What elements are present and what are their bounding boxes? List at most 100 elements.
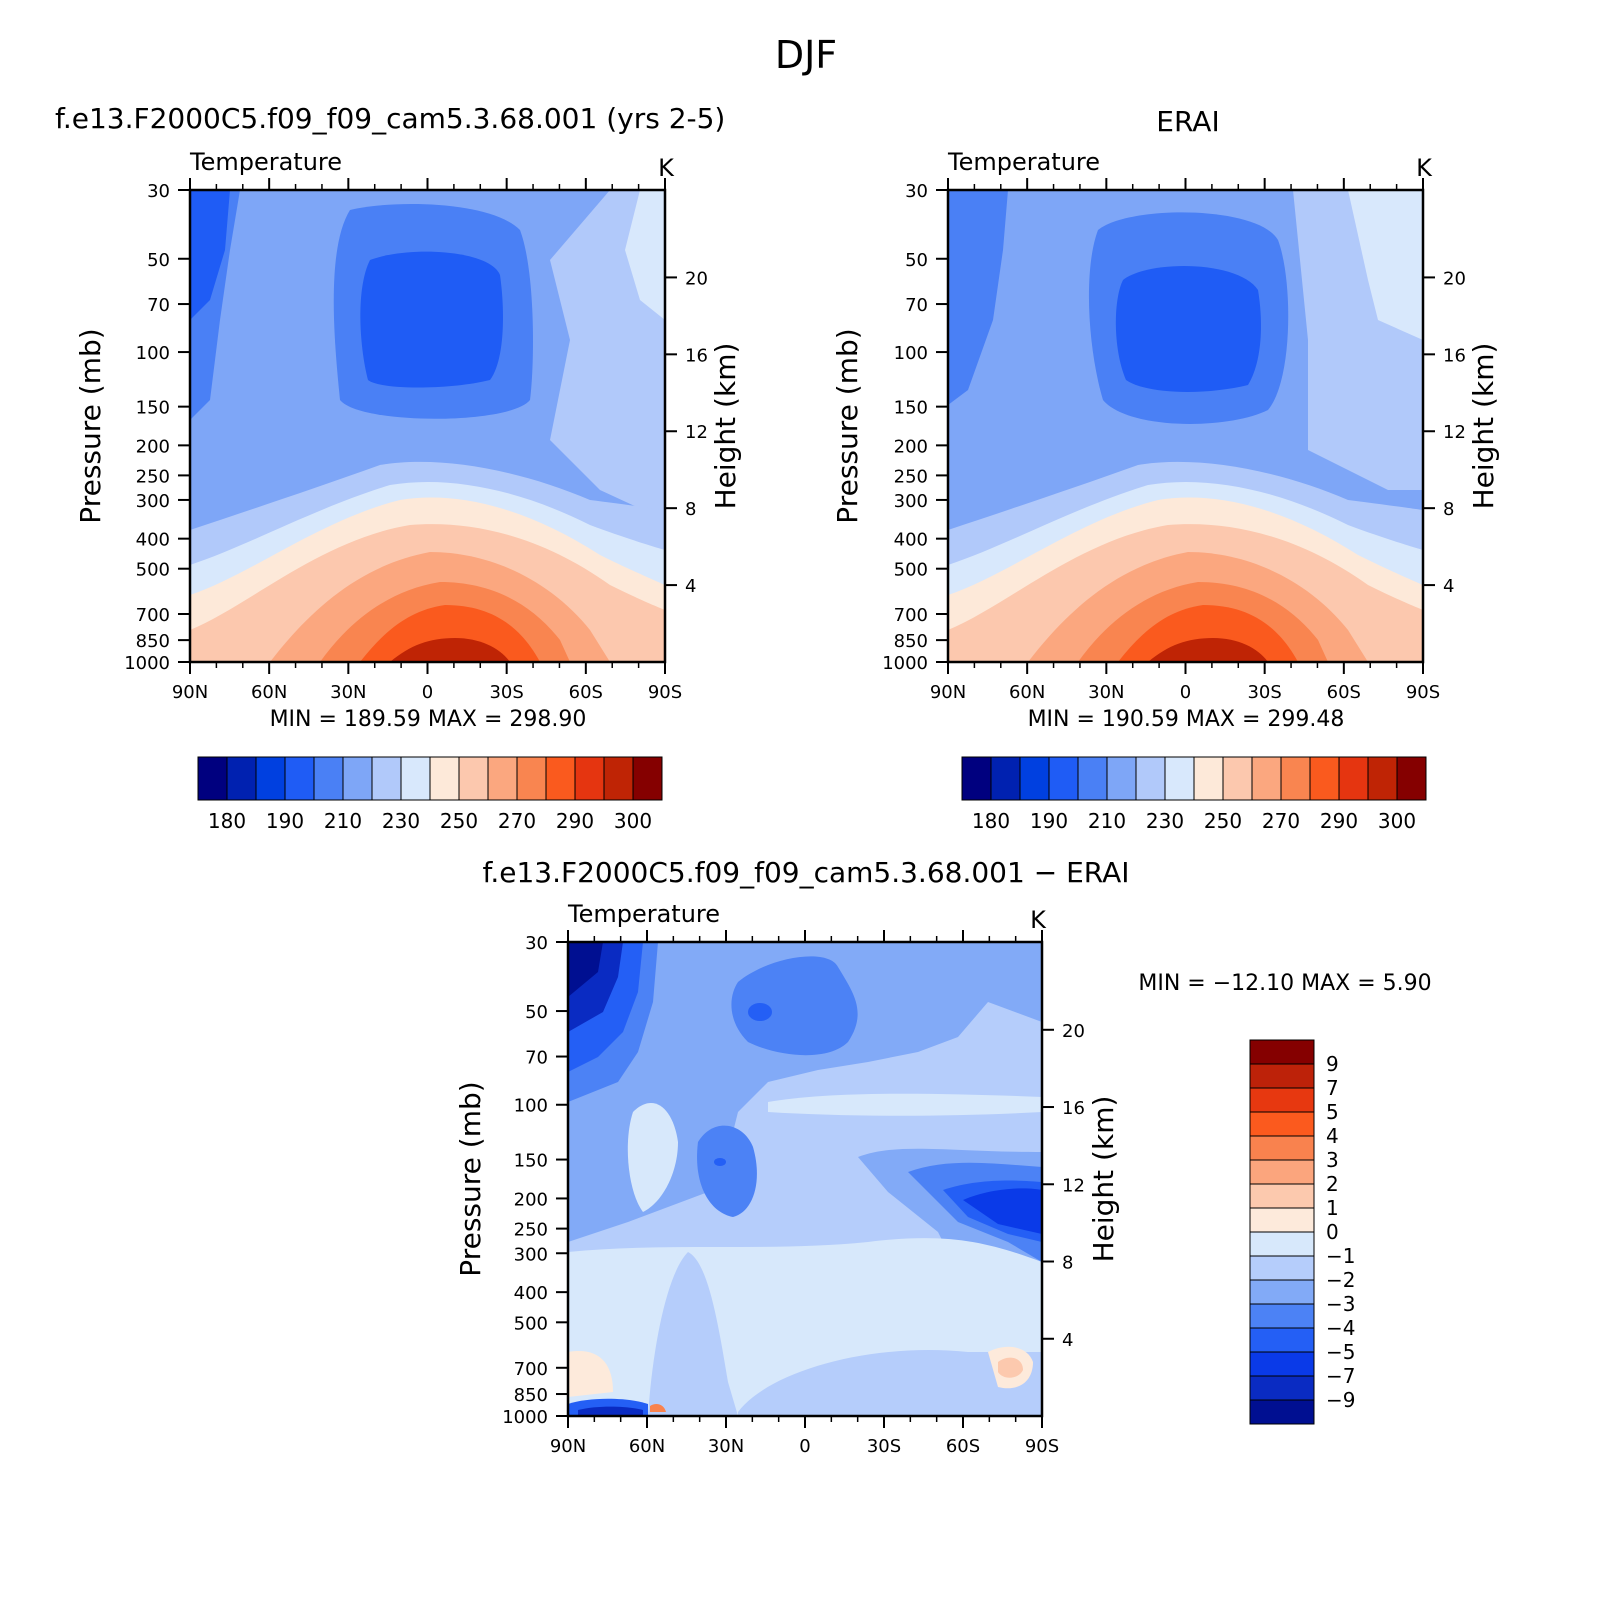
- model-xtick-label: 0: [422, 682, 433, 703]
- colorbar-box: [1135, 756, 1166, 801]
- colorbar-label: 1: [1326, 1196, 1339, 1220]
- obs-contour-field: [948, 190, 1423, 662]
- diff-ptick-label: 700: [514, 1359, 548, 1380]
- colorbar-label: −4: [1326, 1316, 1355, 1340]
- model-fill-300: [390, 638, 510, 662]
- model-ptick-label: 500: [136, 560, 170, 581]
- obs-ptick-label: 200: [894, 436, 928, 457]
- colorbar-label: 230: [1146, 809, 1184, 833]
- colorbar-label: 4: [1326, 1124, 1339, 1148]
- colorbar-box: [1193, 756, 1224, 801]
- diff-fill-trop-strat-neg4: [731, 956, 858, 1056]
- diff-fill-strat-neg3: [568, 942, 1042, 1242]
- model-ptick-label: 250: [136, 466, 170, 487]
- colorbar-label: 290: [556, 809, 594, 833]
- colorbar-label: 0: [1326, 1220, 1339, 1244]
- colorbar-box: [1249, 1375, 1315, 1401]
- colorbar-box: [1249, 1231, 1315, 1257]
- colorbar-box: [255, 756, 286, 801]
- obs-ptick-label: 1000: [882, 653, 928, 674]
- colorbar-box: [1367, 756, 1398, 801]
- diff-ptick-label: 500: [514, 1313, 548, 1334]
- colorbar-box: [487, 756, 518, 801]
- diff-ptick-label: 1000: [502, 1407, 548, 1428]
- colorbar-label: 180: [972, 809, 1010, 833]
- colorbar-box: [1280, 756, 1311, 801]
- obs-xtick-label: 30N: [1088, 682, 1124, 703]
- colorbar-box: [400, 756, 431, 801]
- colorbar-label: 7: [1326, 1076, 1339, 1100]
- obs-ylabel: Pressure (mb): [831, 328, 864, 523]
- colorbar-box: [1249, 1351, 1315, 1377]
- colorbar-box: [516, 756, 547, 801]
- colorbar-box: [1249, 1183, 1315, 1209]
- diff-variable-label: Temperature: [567, 900, 720, 928]
- obs-ptick-label: 400: [894, 530, 928, 551]
- model-panel-title: f.e13.F2000C5.f09_f09_cam5.3.68.001 (yrs…: [55, 102, 725, 135]
- colorbar-box: [1048, 756, 1079, 801]
- model-ztick-label: 4: [685, 576, 696, 597]
- model-ptick-label: 150: [136, 398, 170, 419]
- colorbar-box: [1249, 1303, 1315, 1329]
- colorbar-box: [197, 756, 228, 801]
- obs-xtick-label: 90S: [1406, 682, 1440, 703]
- model-colorbar: 180 190 210 230 250 270 290 300: [197, 756, 663, 833]
- colorbar-label: 5: [1326, 1100, 1339, 1124]
- obs-stats: MIN = 190.59 MAX = 299.48: [1028, 707, 1345, 732]
- diff-ptick-label: 200: [514, 1189, 548, 1210]
- diff-ylabel-right: Height (km): [1087, 1096, 1120, 1263]
- diff-ptick-label: 300: [514, 1244, 548, 1265]
- colorbar-box: [458, 756, 489, 801]
- model-ptick-label: 400: [136, 530, 170, 551]
- model-units-label: K: [658, 154, 675, 182]
- model-ztick-label: 20: [685, 268, 708, 289]
- diff-xtick-label: 30S: [867, 1436, 901, 1457]
- obs-ptick-label: 30: [905, 181, 928, 202]
- model-stats: MIN = 189.59 MAX = 298.90: [270, 707, 587, 732]
- obs-ptick-label: 700: [894, 605, 928, 626]
- colorbar-label: 250: [440, 809, 478, 833]
- obs-colorbar: 180 190 210 230 250 270 290 300: [961, 756, 1427, 833]
- diff-ztick-label: 16: [1062, 1098, 1085, 1119]
- diff-fill-nh-surface-pos1: [568, 1351, 613, 1397]
- colorbar-box: [1249, 1399, 1315, 1425]
- obs-fill-290: [1118, 605, 1298, 662]
- colorbar-box: [1396, 756, 1427, 801]
- diff-panel: f.e13.F2000C5.f09_f09_cam5.3.68.001 − ER…: [454, 856, 1432, 1457]
- colorbar-box: [1249, 1087, 1315, 1113]
- colorbar-box: [632, 756, 663, 801]
- colorbar-label: 210: [1088, 809, 1126, 833]
- model-ptick-label: 200: [136, 436, 170, 457]
- model-ptick-label: 700: [136, 605, 170, 626]
- colorbar-box: [961, 756, 992, 801]
- colorbar-label: 190: [1030, 809, 1068, 833]
- colorbar-label: 9: [1326, 1052, 1339, 1076]
- colorbar-box: [371, 756, 402, 801]
- colorbar-box: [284, 756, 315, 801]
- model-xtick-label: 30N: [330, 682, 366, 703]
- colorbar-box: [545, 756, 576, 801]
- diff-ptick-label: 50: [525, 1002, 548, 1023]
- diff-ztick-label: 12: [1062, 1175, 1085, 1196]
- model-ztick-label: 12: [685, 422, 708, 443]
- obs-ptick-label: 70: [905, 295, 928, 316]
- colorbar-label: −2: [1326, 1268, 1355, 1292]
- colorbar-label: 270: [498, 809, 536, 833]
- colorbar-label: 2: [1326, 1172, 1339, 1196]
- model-xtick-label: 90S: [648, 682, 682, 703]
- colorbar-box: [429, 756, 460, 801]
- obs-ptick-label: 50: [905, 250, 928, 271]
- obs-ztick-label: 12: [1443, 422, 1466, 443]
- diff-contour-field: [568, 942, 1042, 1416]
- model-ztick-label: 8: [685, 499, 696, 520]
- diff-xtick-label: 0: [799, 1436, 810, 1457]
- obs-ztick-label: 4: [1443, 576, 1454, 597]
- colorbar-label: 250: [1204, 809, 1242, 833]
- diff-fill-trop-strat-neg5: [748, 1003, 772, 1021]
- colorbar-label: 190: [266, 809, 304, 833]
- model-fill-tropopause-core: [360, 251, 503, 388]
- diff-ztick-label: 8: [1062, 1253, 1073, 1274]
- model-ptick-label: 1000: [124, 653, 170, 674]
- colorbar-box: [1019, 756, 1050, 801]
